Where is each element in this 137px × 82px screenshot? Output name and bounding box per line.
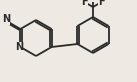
Text: N: N bbox=[2, 15, 10, 25]
Text: F: F bbox=[98, 0, 105, 7]
Text: F: F bbox=[81, 0, 88, 7]
Text: F: F bbox=[90, 0, 96, 2]
Text: N: N bbox=[15, 42, 23, 52]
